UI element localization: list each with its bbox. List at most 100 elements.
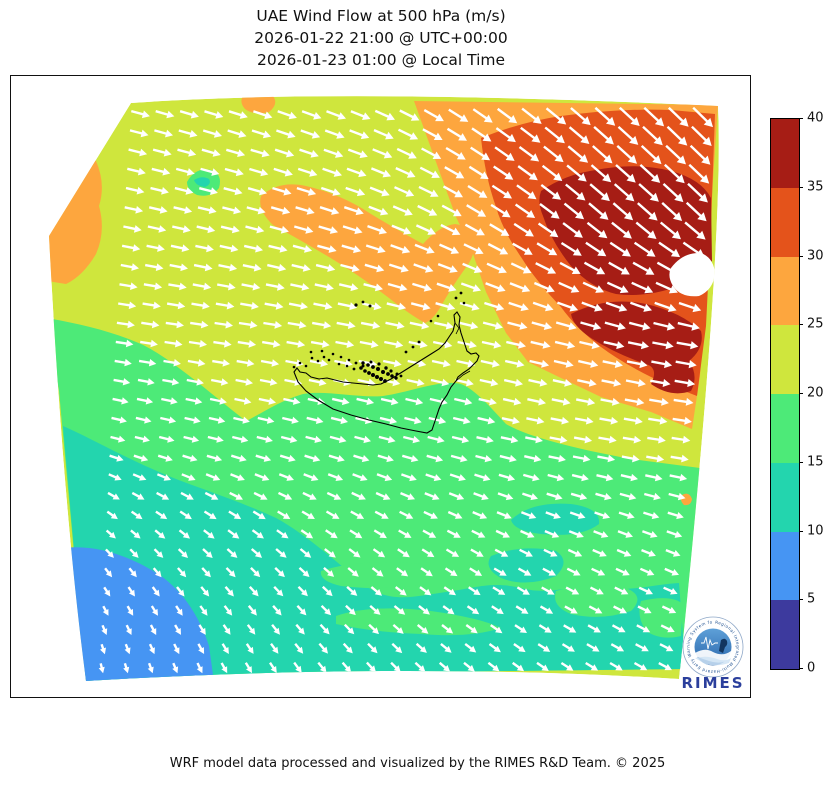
logo-wave xyxy=(695,649,731,663)
colorbar-tick xyxy=(799,255,803,257)
island-dot xyxy=(381,370,385,374)
title-line-3: 2026-01-23 01:00 @ Local Time xyxy=(256,51,506,69)
colorbar-tick-label: 15 xyxy=(807,454,824,470)
island-dot xyxy=(361,300,365,304)
footer-credit: WRF model data processed and visualized … xyxy=(169,756,666,771)
contour-region-15-20 xyxy=(336,608,501,636)
colorbar-tick-label: 5 xyxy=(807,591,816,607)
island-dot xyxy=(331,352,335,356)
island-dot xyxy=(390,374,394,378)
wind-arrow-shafts xyxy=(99,106,710,671)
colorbar-tick-label: 30 xyxy=(807,248,824,263)
colorbar-tick-label: 0 xyxy=(807,660,816,676)
wind-arrows-layer xyxy=(98,106,713,674)
island-dot xyxy=(383,379,387,383)
island-dot xyxy=(429,319,433,323)
island-dot xyxy=(320,349,324,353)
island-dot xyxy=(389,369,393,373)
colorbar-tick xyxy=(799,393,803,394)
colorbar-tick-label: 20 xyxy=(807,385,824,401)
colorbar-segment-0-5 xyxy=(771,600,799,669)
island-dot xyxy=(375,375,379,379)
island-dot xyxy=(345,364,349,368)
island-dot xyxy=(309,350,313,354)
logo-figure-silhouette xyxy=(719,638,728,653)
island-dot xyxy=(386,372,390,376)
island-dot xyxy=(354,303,358,307)
island-dot xyxy=(417,340,421,344)
island-dot xyxy=(395,372,399,376)
colorbar-segment-5-10 xyxy=(771,531,799,601)
logo-wave-2 xyxy=(695,656,731,666)
colorbar-bar xyxy=(770,118,800,670)
wind-map-svg: Regional Integrated Multi-Hazard Early W… xyxy=(49,96,744,692)
island-dot xyxy=(316,359,320,363)
colorbar-segment-30-35 xyxy=(771,187,799,257)
island-dot xyxy=(379,377,383,381)
island-dot xyxy=(367,371,371,375)
island-dot xyxy=(352,367,356,371)
colorbar-tick xyxy=(799,324,803,326)
colorbar-tick xyxy=(799,186,803,188)
island-dot xyxy=(371,373,375,377)
logo-seismograph-icon xyxy=(701,636,718,650)
rimes-logo: Regional Integrated Multi-Hazard Early W… xyxy=(681,616,744,692)
contour-region-10-15 xyxy=(194,177,210,187)
colorbar-tick-label: 25 xyxy=(807,316,824,332)
contour-region-10-15 xyxy=(63,426,686,681)
contour-region-25-30 xyxy=(241,96,276,114)
map-axes-frame: Regional Integrated Multi-Hazard Early W… xyxy=(10,75,751,698)
island-dot xyxy=(366,363,370,367)
uae-outline-layer xyxy=(293,311,480,434)
island-dot xyxy=(361,361,365,365)
island-dot xyxy=(304,364,308,368)
colorbar-tick xyxy=(799,599,803,601)
island-dot xyxy=(327,358,331,362)
island-dot xyxy=(394,376,398,380)
island-dot xyxy=(369,360,373,364)
island-dot xyxy=(454,296,458,300)
title-line-2: 2026-01-22 21:00 @ UTC+00:00 xyxy=(254,29,508,47)
islands-layer xyxy=(292,291,466,383)
colorbar-tick-label: 10 xyxy=(807,523,824,538)
uae-interior-borders xyxy=(454,322,471,382)
colorbar-tick-label: 35 xyxy=(807,179,824,195)
colorbar: 0 5 10 15 20 25 30 35 40 xyxy=(770,111,830,676)
colorbar-segment-35-40 xyxy=(771,119,799,188)
colorbar-tick xyxy=(799,530,803,532)
title-line-1: UAE Wind Flow at 500 hPa (m/s) xyxy=(256,7,506,25)
contour-region-10-15 xyxy=(511,503,600,535)
island-dot xyxy=(368,304,372,308)
island-dot xyxy=(337,362,341,366)
contour-region-25-30 xyxy=(260,184,475,323)
contour-region-10-15 xyxy=(488,548,564,583)
colorbar-tick-label: 40 xyxy=(807,110,824,126)
contour-fill-layer xyxy=(49,96,719,681)
colorbar-segment-25-30 xyxy=(771,256,799,326)
figure-title: UAE Wind Flow at 500 hPa (m/s) 2026-01-2… xyxy=(0,5,762,71)
island-dot xyxy=(376,367,380,371)
colorbar-tick xyxy=(799,118,803,119)
island-dot xyxy=(399,374,403,378)
island-dot xyxy=(404,350,408,354)
island-dot xyxy=(339,355,343,359)
island-dot xyxy=(292,365,296,369)
island-dot xyxy=(384,366,388,370)
island-dot xyxy=(354,361,358,365)
logo-org-name: RIMES xyxy=(681,674,744,692)
colorbar-segment-15-20 xyxy=(771,394,799,463)
uae-country-outline xyxy=(293,311,480,434)
colorbar-segment-10-15 xyxy=(771,462,799,532)
contour-region-over xyxy=(669,252,715,297)
island-dot xyxy=(363,369,367,373)
island-dot xyxy=(462,301,466,305)
island-dot xyxy=(411,345,415,349)
colorbar-tick xyxy=(799,461,803,463)
island-dot xyxy=(377,362,381,366)
island-dot xyxy=(347,358,351,362)
island-dot xyxy=(359,366,363,370)
island-dot xyxy=(322,355,326,359)
island-dot xyxy=(298,361,302,365)
island-dot xyxy=(371,365,375,369)
